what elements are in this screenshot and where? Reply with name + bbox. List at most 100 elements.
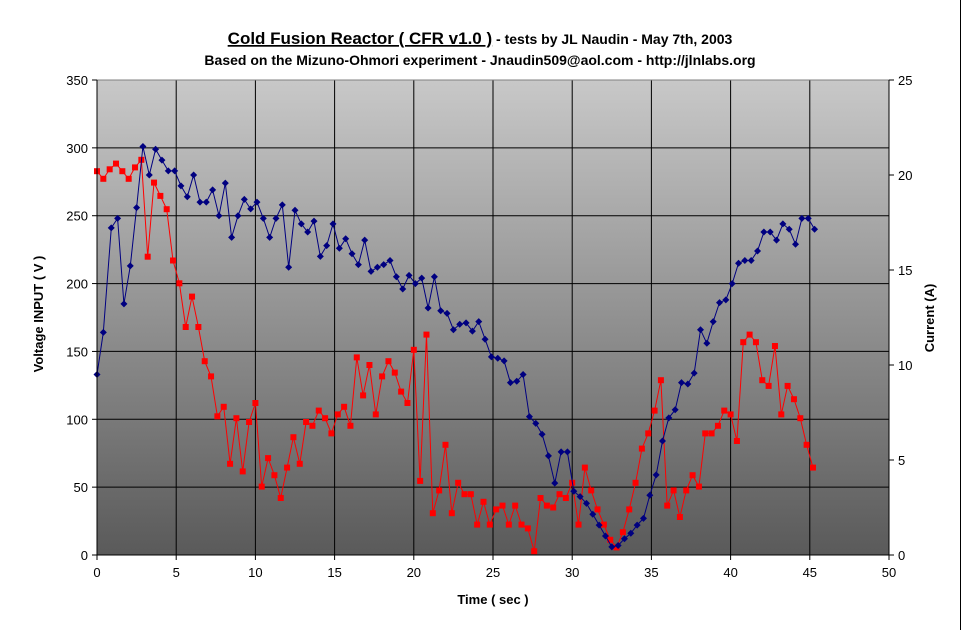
point-current <box>657 377 664 384</box>
point-current <box>474 521 481 528</box>
point-voltage <box>760 228 768 236</box>
point-current <box>531 548 538 555</box>
y2-tick-label: 20 <box>898 168 912 183</box>
x-tick-label: 40 <box>723 565 737 580</box>
point-current <box>575 521 582 528</box>
point-voltage <box>367 267 375 275</box>
x-tick-label: 10 <box>248 565 262 580</box>
x-tick-label: 30 <box>565 565 579 580</box>
point-current <box>683 487 690 494</box>
y2-tick-label: 0 <box>898 548 905 563</box>
point-current <box>157 192 164 199</box>
point-voltage <box>544 452 552 460</box>
point-voltage <box>506 379 514 387</box>
point-voltage <box>361 236 369 244</box>
point-voltage <box>335 244 343 252</box>
point-voltage <box>171 167 179 175</box>
point-current <box>309 422 316 429</box>
x-tick-label: 15 <box>327 565 341 580</box>
point-current <box>227 460 234 467</box>
point-current <box>619 529 626 536</box>
point-voltage <box>639 514 647 522</box>
point-current <box>702 430 709 437</box>
y-tick-label: 200 <box>66 277 88 292</box>
point-voltage <box>595 521 603 529</box>
point-current <box>645 430 652 437</box>
point-voltage <box>145 171 153 179</box>
point-voltage <box>468 327 476 335</box>
point-voltage <box>703 339 711 347</box>
point-current <box>290 434 297 441</box>
y-axis-label: Voltage INPUT ( V ) <box>31 256 46 373</box>
point-voltage <box>266 233 274 241</box>
point-voltage <box>348 250 356 258</box>
point-voltage <box>652 471 660 479</box>
point-current <box>442 441 449 448</box>
chart-title-main: Cold Fusion Reactor ( CFR v1.0 ) <box>228 29 492 48</box>
point-current <box>784 382 791 389</box>
point-current <box>423 331 430 338</box>
point-current <box>277 495 284 501</box>
point-current <box>125 175 132 182</box>
point-current <box>809 464 816 471</box>
point-current <box>651 407 658 414</box>
point-current <box>258 483 265 490</box>
point-voltage <box>532 419 540 427</box>
point-voltage <box>773 236 781 244</box>
point-voltage <box>449 326 457 334</box>
point-current <box>176 280 183 287</box>
point-current <box>752 339 759 346</box>
y2-tick-label: 15 <box>898 263 912 278</box>
point-current <box>410 346 417 353</box>
y-tick-label: 50 <box>74 480 88 495</box>
point-voltage <box>697 326 705 334</box>
grid-lines <box>97 80 889 555</box>
point-current <box>708 430 715 437</box>
point-voltage <box>310 217 318 225</box>
point-current <box>505 521 512 528</box>
point-current <box>246 419 253 425</box>
y2-axis-label: Current (A) <box>922 284 937 353</box>
point-current <box>170 257 177 264</box>
point-current <box>797 415 804 422</box>
point-voltage <box>443 309 451 317</box>
point-voltage <box>785 225 793 233</box>
point-current <box>322 415 329 422</box>
point-current <box>746 331 753 338</box>
point-voltage <box>684 380 692 388</box>
point-current <box>182 324 189 330</box>
point-voltage <box>152 145 160 153</box>
x-tick-label: 45 <box>803 565 817 580</box>
point-current <box>391 369 398 376</box>
point-voltage <box>563 448 571 456</box>
point-current <box>759 377 766 384</box>
point-voltage <box>494 354 502 362</box>
point-voltage <box>247 205 255 213</box>
point-voltage <box>741 257 749 264</box>
point-current <box>455 479 462 486</box>
x-tick-label: 25 <box>486 565 500 580</box>
y-tick-label: 300 <box>66 141 88 156</box>
point-current <box>214 413 221 420</box>
point-current <box>132 164 139 171</box>
point-current <box>588 487 595 494</box>
point-voltage <box>215 212 223 220</box>
point-voltage <box>221 179 229 187</box>
point-voltage <box>411 280 419 288</box>
point-voltage <box>126 262 134 270</box>
point-voltage <box>114 214 122 222</box>
point-current <box>778 411 785 418</box>
point-current <box>100 175 107 182</box>
point-voltage <box>792 240 800 248</box>
point-current <box>626 506 633 513</box>
point-current <box>353 354 360 361</box>
series-line-voltage <box>96 146 816 548</box>
point-voltage <box>430 273 438 281</box>
point-current <box>328 430 335 437</box>
y-tick-label: 350 <box>66 73 88 88</box>
point-voltage <box>475 318 483 326</box>
series-layer <box>93 143 819 555</box>
point-current <box>208 373 215 380</box>
x-tick-label: 35 <box>644 565 658 580</box>
